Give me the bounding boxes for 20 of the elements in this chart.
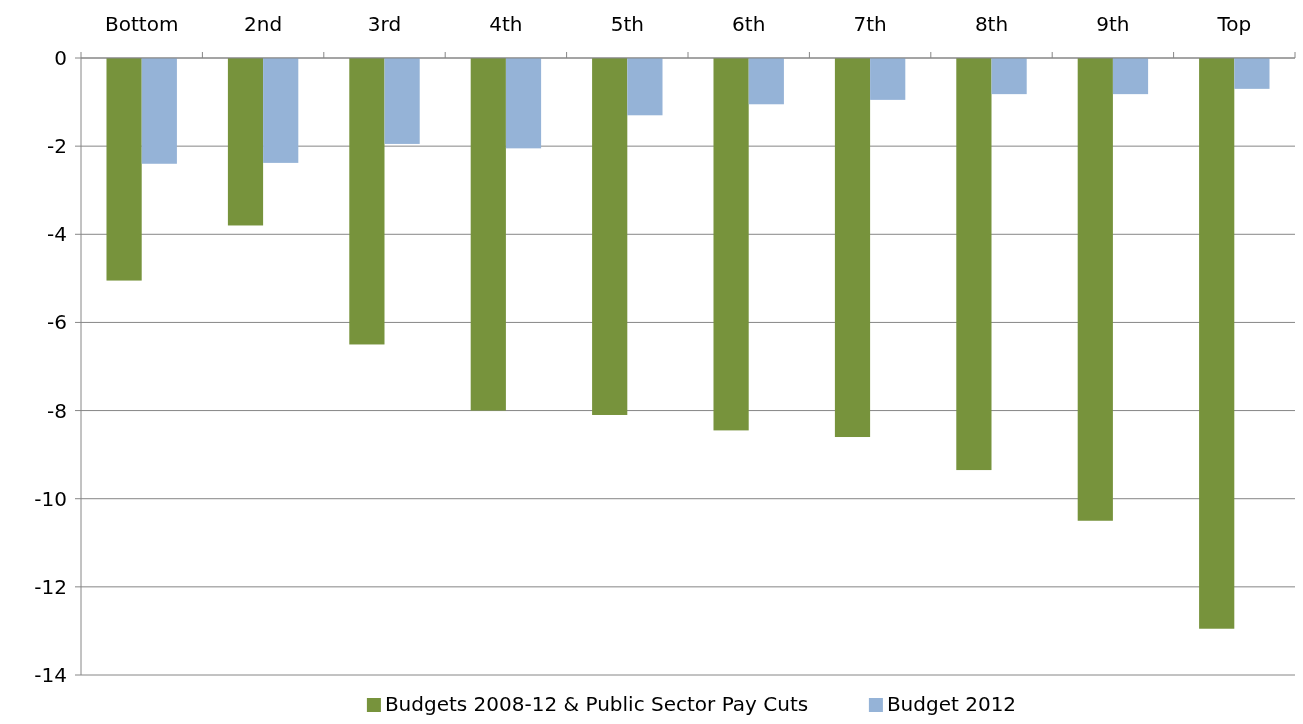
- x-tick-label: 5th: [610, 12, 644, 36]
- y-tick-label: -2: [47, 134, 67, 159]
- x-tick-label: Top: [1216, 12, 1252, 36]
- x-tick-label: 7th: [853, 12, 887, 36]
- y-tick-label: 0: [54, 46, 67, 70]
- x-tick-label: 9th: [1096, 12, 1130, 36]
- y-tick-label: -10: [34, 486, 67, 511]
- y-tick-label: -8: [47, 398, 67, 423]
- x-tick-label: Bottom: [105, 12, 179, 36]
- x-tick-label: 8th: [974, 12, 1009, 36]
- y-tick-label: -12: [34, 574, 67, 599]
- y-tick-label: -14: [34, 663, 67, 687]
- legend-label: Budget 2012: [886, 692, 1017, 716]
- y-tick-label: -4: [47, 222, 67, 247]
- y-tick-label: -6: [47, 310, 67, 335]
- x-tick-label: 3rd: [367, 12, 402, 36]
- x-tick-label: 6th: [732, 12, 766, 36]
- x-tick-label: 4th: [489, 12, 523, 36]
- legend-label: Budgets 2008-12 & Public Sector Pay Cuts: [384, 692, 809, 716]
- x-tick-label: 2nd: [244, 12, 283, 36]
